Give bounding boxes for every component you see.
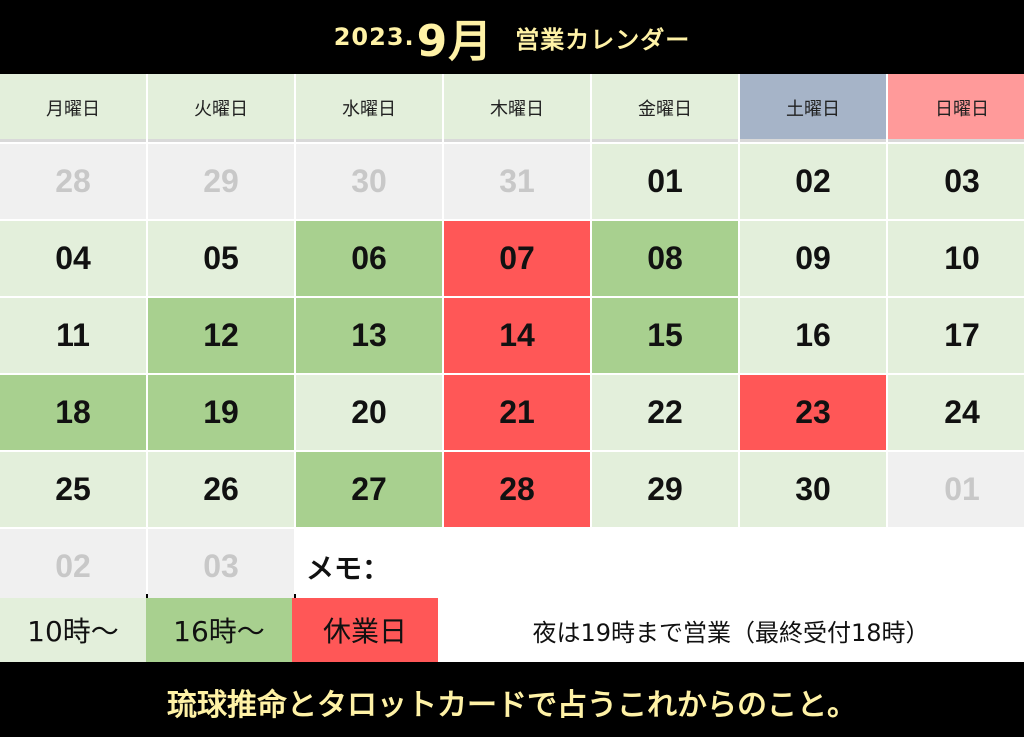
day-cell: 10 [888,221,1024,296]
day-cell: 27 [296,452,442,527]
day-cell: 13 [296,298,442,373]
day-cell: 19 [148,375,294,450]
day-cell: 04 [0,221,146,296]
memo-area[interactable]: メモ： [296,529,1024,604]
day-cell: 30 [296,144,442,219]
day-cell: 03 [888,144,1024,219]
day-cell: 03 [148,529,294,604]
day-cell: 26 [148,452,294,527]
day-cell: 02 [740,144,886,219]
day-cell: 31 [444,144,590,219]
day-cell: 16 [740,298,886,373]
legend-row: 10時〜 16時〜 休業日 夜は19時まで営業（最終受付18時） [0,598,1024,662]
header-title: 営業カレンダー [515,25,691,54]
day-cell: 12 [148,298,294,373]
weekday-wednesday: 水曜日 [296,74,442,142]
day-cell: 02 [0,529,146,604]
legend-closed: 休業日 [292,598,438,662]
day-cell: 22 [592,375,738,450]
day-cell: 30 [740,452,886,527]
memo-label: メモ： [306,552,391,585]
day-cell: 18 [0,375,146,450]
day-cell: 21 [444,375,590,450]
day-cell: 20 [296,375,442,450]
footer-tagline: 琉球推命とタロットカードで占うこれからのこと。 [167,687,857,723]
legend-note: 夜は19時まで営業（最終受付18時） [532,618,930,647]
day-cell: 29 [592,452,738,527]
day-cell: 01 [888,452,1024,527]
header-month: 9月 [416,16,494,67]
calendar-header: 2023. 9月 営業カレンダー [0,0,1024,74]
day-cell: 15 [592,298,738,373]
weekday-friday: 金曜日 [592,74,738,142]
weekday-sunday: 日曜日 [888,74,1024,142]
day-cell: 05 [148,221,294,296]
header-year: 2023. [333,23,415,51]
day-cell: 09 [740,221,886,296]
day-cell: 14 [444,298,590,373]
day-cell: 08 [592,221,738,296]
day-cell: 28 [0,144,146,219]
day-cell: 24 [888,375,1024,450]
day-cell: 07 [444,221,590,296]
day-cell: 11 [0,298,146,373]
day-cell: 17 [888,298,1024,373]
legend-10h: 10時〜 [0,598,146,662]
calendar-grid: 月曜日 火曜日 水曜日 木曜日 金曜日 土曜日 日曜日 28 29 30 31 … [0,74,1024,604]
weekday-tuesday: 火曜日 [148,74,294,142]
day-cell: 29 [148,144,294,219]
day-cell: 28 [444,452,590,527]
day-cell: 23 [740,375,886,450]
day-cell: 06 [296,221,442,296]
day-cell: 01 [592,144,738,219]
day-cell: 25 [0,452,146,527]
weekday-saturday: 土曜日 [740,74,886,142]
weekday-monday: 月曜日 [0,74,146,142]
legend-16h: 16時〜 [146,598,292,662]
weekday-thursday: 木曜日 [444,74,590,142]
